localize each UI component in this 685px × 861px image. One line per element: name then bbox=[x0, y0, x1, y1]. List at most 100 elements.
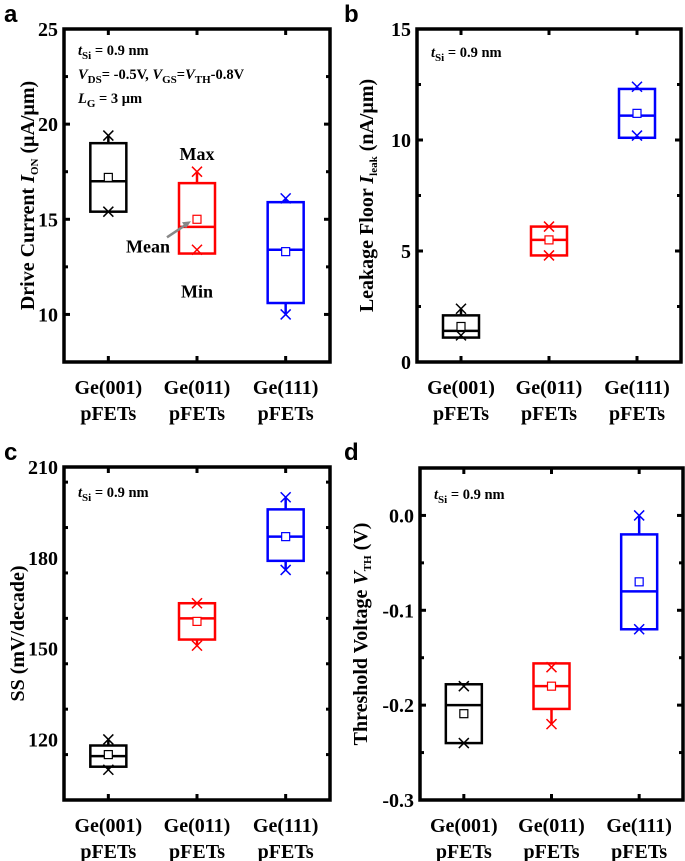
mean-marker bbox=[634, 577, 644, 587]
text-segment: = 0.9 nm bbox=[444, 45, 501, 61]
max-marker bbox=[191, 597, 203, 609]
box-0 bbox=[444, 680, 484, 749]
annotation: tSi = 0.9 nm bbox=[431, 45, 502, 64]
box-iqr bbox=[177, 181, 217, 255]
x-tick-label: pFETs bbox=[524, 841, 580, 861]
text-segment: = 0.9 nm bbox=[447, 487, 504, 503]
text-segment: ON bbox=[29, 158, 41, 175]
x-tick-label: Ge(001) bbox=[427, 377, 495, 399]
y-tick-label: 0 bbox=[401, 352, 411, 374]
box-iqr bbox=[441, 314, 481, 339]
panel-a: a 10 15 20 25 Ge(001) pFETs Ge(011) pFETs Ge(111)… bbox=[4, 1, 332, 425]
max-label: Max bbox=[180, 144, 215, 164]
box-2 bbox=[266, 192, 305, 320]
y-tick-label: -0.2 bbox=[382, 695, 414, 717]
box-0 bbox=[89, 733, 128, 776]
text-segment: Drive Current bbox=[17, 183, 39, 310]
text-segment: TH bbox=[195, 74, 211, 86]
y-axis-label: Leakage Floor Ileak (nA/μm) bbox=[356, 79, 380, 312]
max-marker bbox=[543, 221, 555, 233]
min-marker bbox=[458, 737, 470, 749]
x-tick-label: Ge(011) bbox=[164, 815, 231, 837]
text-segment: Si bbox=[435, 52, 444, 64]
text-segment: t bbox=[78, 485, 83, 501]
min-marker bbox=[455, 329, 467, 341]
text-segment: Leakage Floor bbox=[356, 184, 378, 313]
text-segment: Si bbox=[82, 50, 91, 62]
min-marker bbox=[191, 244, 203, 256]
axes-frame bbox=[415, 27, 683, 364]
box-iqr bbox=[266, 508, 305, 563]
max-marker bbox=[102, 130, 114, 142]
mean-marker bbox=[192, 214, 202, 224]
box-1 bbox=[177, 166, 217, 256]
text-segment: (μA/μm) bbox=[17, 81, 39, 159]
mean-marker bbox=[281, 532, 291, 542]
axes-frame bbox=[418, 466, 685, 802]
mean-marker bbox=[103, 172, 113, 183]
y-tick-label: 25 bbox=[38, 19, 58, 41]
panel-letter: b bbox=[344, 1, 359, 28]
box-2 bbox=[266, 491, 305, 576]
text-segment: = 0.9 nm bbox=[91, 43, 148, 59]
text-segment: = -0.5V, bbox=[102, 67, 153, 83]
ticks bbox=[417, 27, 681, 364]
x-tick-label: Ge(001) bbox=[430, 815, 498, 837]
min-label: Min bbox=[181, 282, 213, 302]
max-marker bbox=[191, 166, 203, 178]
y-tick-label: 10 bbox=[391, 130, 411, 152]
x-tick-label: Ge(111) bbox=[606, 815, 672, 837]
max-marker bbox=[455, 303, 467, 315]
mean-label: Mean bbox=[126, 236, 170, 256]
box-iqr bbox=[266, 200, 305, 305]
x-tick-label: pFETs bbox=[609, 403, 665, 425]
y-axis-label: Drive Current ION (μA/μm) bbox=[17, 81, 41, 310]
annotation: tSi = 0.9 nm bbox=[78, 485, 149, 504]
max-marker bbox=[631, 81, 643, 93]
mean-marker bbox=[544, 235, 554, 245]
box-0 bbox=[89, 130, 128, 218]
x-tick-label: Ge(001) bbox=[74, 377, 142, 399]
y-axis-label: Threshold Voltage VTH (V) bbox=[350, 523, 374, 746]
mean-marker bbox=[456, 321, 466, 332]
axes-frame bbox=[62, 465, 332, 802]
box-0 bbox=[441, 303, 481, 341]
max-marker bbox=[545, 661, 558, 673]
annotation: tSi = 0.9 nm bbox=[78, 43, 149, 62]
y-tick-label: 0.0 bbox=[389, 505, 414, 527]
text-segment: Threshold Voltage bbox=[350, 585, 372, 746]
min-marker bbox=[280, 564, 292, 576]
mean-arrow-head bbox=[182, 221, 191, 229]
text-segment: G bbox=[87, 98, 96, 110]
panel-letter: c bbox=[4, 439, 17, 466]
y-tick-label: -0.1 bbox=[382, 600, 414, 622]
text-segment: DS bbox=[88, 74, 102, 86]
x-tick-label: Ge(011) bbox=[518, 815, 585, 837]
max-marker bbox=[458, 680, 470, 692]
text-segment: V bbox=[350, 570, 372, 585]
y-tick-label: -0.3 bbox=[382, 790, 414, 812]
annotation: tSi = 0.9 nm bbox=[434, 487, 505, 506]
text-segment: L bbox=[77, 91, 87, 107]
text-segment: TH bbox=[362, 555, 374, 571]
mean-marker bbox=[281, 247, 291, 257]
panel-letter: d bbox=[344, 439, 359, 466]
y-axis-label: SS (mV/decade) bbox=[7, 565, 29, 701]
text-segment: = 0.9 nm bbox=[91, 485, 148, 501]
text-segment: leak bbox=[368, 155, 380, 175]
x-tick-label: pFETs bbox=[436, 841, 492, 861]
x-tick-label: pFETs bbox=[433, 403, 489, 425]
box-iqr bbox=[617, 87, 657, 140]
y-tick-label: 180 bbox=[28, 548, 58, 570]
x-tick-label: pFETs bbox=[169, 403, 225, 425]
x-tick-label: Ge(001) bbox=[74, 815, 142, 837]
x-tick-label: pFETs bbox=[80, 403, 136, 425]
axes-frame bbox=[62, 27, 332, 364]
mean-marker bbox=[632, 108, 642, 118]
max-marker bbox=[280, 491, 292, 503]
mean-marker bbox=[459, 709, 469, 719]
text-segment: I bbox=[17, 174, 39, 184]
text-segment: V bbox=[78, 67, 89, 83]
box-2 bbox=[619, 509, 659, 635]
